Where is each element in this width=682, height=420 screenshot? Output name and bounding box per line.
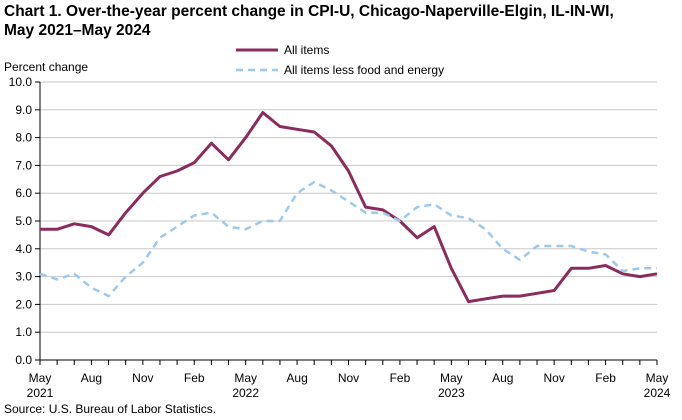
- x-tick-year-label: 2021: [27, 386, 54, 400]
- y-tick-label: 3.0: [15, 270, 32, 284]
- y-tick-label: 7.0: [15, 158, 32, 172]
- x-tick-label: Feb: [595, 371, 616, 385]
- source-note: Source: U.S. Bureau of Labor Statistics.: [4, 402, 217, 416]
- x-tick-label: Nov: [338, 371, 359, 385]
- chart-title-line2: May 2021–May 2024: [4, 22, 151, 39]
- x-tick-label: May: [646, 371, 669, 385]
- series-line-all-items: [40, 111, 658, 304]
- y-tick-label: 6.0: [15, 186, 32, 200]
- y-tick-label: 1.0: [15, 325, 32, 339]
- x-tick-label: Aug: [286, 371, 307, 385]
- legend-label-all-items: All items: [284, 43, 329, 57]
- y-tick-label: 0.0: [15, 353, 32, 367]
- y-tick-label: 10.0: [9, 75, 33, 89]
- x-tick-label: Feb: [184, 371, 205, 385]
- y-tick-label: 5.0: [15, 214, 32, 228]
- x-tick-label: May: [29, 371, 52, 385]
- x-tick-year-label: 2022: [232, 386, 259, 400]
- series-line-core: [39, 180, 657, 298]
- y-tick-label: 2.0: [15, 297, 32, 311]
- x-tick-year-label: 2024: [644, 386, 671, 400]
- x-tick-label: May: [234, 371, 257, 385]
- chart-title: Chart 1. Over-the-year percent change in…: [4, 2, 680, 40]
- legend: All items All items less food and energy: [236, 43, 444, 77]
- x-tick-label: Nov: [543, 371, 564, 385]
- legend-label-core: All items less food and energy: [284, 63, 444, 77]
- x-tick-label: Nov: [132, 371, 153, 385]
- y-tick-label: 4.0: [15, 242, 32, 256]
- x-tick-year-label: 2023: [438, 386, 465, 400]
- x-tick-label: Aug: [81, 371, 102, 385]
- series-lines: [39, 111, 658, 304]
- y-axis-title: Percent change: [4, 60, 88, 74]
- axes: [35, 81, 658, 365]
- x-tick-label: May: [440, 371, 463, 385]
- chart-title-line1: Chart 1. Over-the-year percent change in…: [4, 3, 614, 20]
- y-tick-label: 9.0: [15, 103, 32, 117]
- y-tick-labels: 0.0 1.0 2.0 3.0 4.0 5.0 6.0 7.0 8.0 9.0 10.0: [9, 75, 33, 367]
- gridlines: [40, 81, 657, 333]
- x-tick-label: Feb: [390, 371, 411, 385]
- y-tick-label: 8.0: [15, 131, 32, 145]
- x-tick-label: Aug: [492, 371, 513, 385]
